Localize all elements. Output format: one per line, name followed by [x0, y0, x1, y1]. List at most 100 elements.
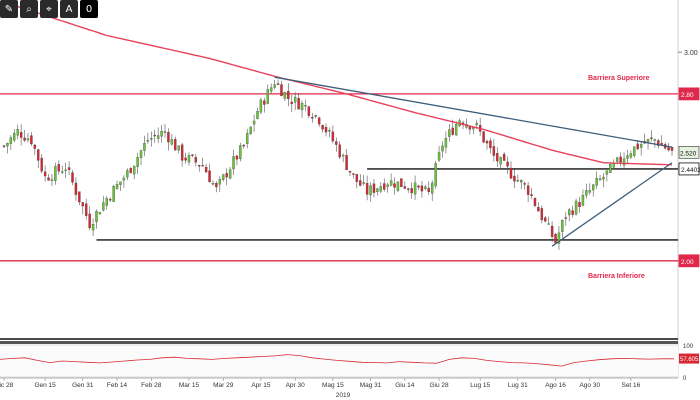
candle-down [492, 146, 496, 156]
x-tick-label: Apr 15 [251, 382, 271, 389]
candle-down [335, 141, 338, 145]
candle-up [547, 223, 550, 225]
candle-down [544, 217, 547, 222]
level-tag-box [678, 87, 700, 101]
candle-down [489, 140, 492, 149]
candle-down [506, 161, 509, 167]
candle-up [639, 144, 643, 148]
candle-up [115, 183, 119, 189]
candle-up [293, 96, 297, 103]
candle-up [328, 130, 331, 132]
candle-up [98, 212, 102, 215]
rsi-panel [0, 345, 678, 377]
x-tick-label: Set 16 [621, 382, 640, 389]
candle-up [653, 139, 657, 141]
candle-down [153, 134, 156, 137]
candle-down [40, 157, 43, 172]
candle-up [605, 170, 609, 175]
x-tick-label: Mag 15 [322, 382, 344, 389]
candle-down [578, 202, 581, 208]
zoom-icon[interactable]: ⌕ [20, 0, 38, 18]
rsi-value-tag [679, 353, 699, 364]
candle-down [530, 194, 533, 197]
candle-down [225, 173, 228, 178]
rsi-tick-label: 100 [683, 344, 694, 350]
candle-up [146, 140, 150, 142]
upper-barrier-label: Barriera Superiore [588, 75, 650, 82]
candle-up [187, 154, 191, 163]
candle-up [615, 157, 619, 162]
candle-up [163, 131, 167, 133]
candle-up [626, 155, 629, 159]
candle-up [434, 163, 437, 187]
candle-down [108, 199, 112, 201]
candle-down [184, 157, 187, 161]
rsi-value-label: 57.605 [680, 357, 699, 363]
candle-down [365, 183, 369, 195]
candle-down [201, 165, 204, 167]
candle-up [588, 190, 591, 193]
candle-up [609, 164, 612, 173]
candle-up [568, 209, 571, 216]
candle-up [156, 135, 160, 139]
candle-down [355, 174, 359, 182]
candle-down [348, 170, 352, 173]
candle-down [523, 183, 526, 185]
candle-up [143, 143, 146, 151]
candle-up [441, 145, 444, 152]
candle-up [602, 176, 605, 180]
candle-down [311, 117, 314, 119]
candle-up [612, 163, 615, 168]
x-tick-label: Lug 15 [470, 382, 490, 389]
candle-down [345, 155, 348, 170]
candle-up [9, 137, 13, 144]
x-tick-label: Feb 28 [141, 382, 162, 389]
candle-up [448, 129, 451, 137]
candle-down [215, 183, 218, 188]
candle-down [485, 140, 489, 144]
candle-up [122, 177, 126, 181]
rsi-tick-label: 0 [683, 376, 687, 382]
candle-up [269, 87, 273, 92]
candle-down [321, 125, 324, 130]
candle-up [249, 126, 252, 134]
candle-down [372, 183, 376, 193]
candle-up [622, 158, 626, 166]
candle-down [2, 145, 6, 147]
candle-down [280, 84, 283, 97]
candle-down [417, 185, 420, 188]
candle-up [557, 232, 561, 244]
candle-up [454, 124, 458, 136]
candle-down [297, 98, 300, 110]
last-price-tag [678, 146, 700, 159]
candle-down [359, 180, 362, 186]
candle-down [290, 101, 293, 105]
candle-down [287, 91, 290, 100]
text-icon[interactable]: A [60, 0, 78, 18]
candle-up [595, 178, 598, 186]
candle-up [26, 138, 30, 141]
candle-up [132, 165, 136, 175]
x-tick-label: Mag 31 [360, 382, 382, 389]
measure-icon[interactable]: ⌖ [40, 0, 58, 18]
candle-down [23, 137, 26, 141]
candle-down [74, 182, 78, 195]
candle-up [379, 186, 383, 192]
candle-down [198, 165, 201, 167]
candle-up [61, 171, 64, 173]
candle-up [126, 170, 129, 178]
candle-up [259, 99, 263, 113]
pencil-icon[interactable]: ✎ [0, 0, 18, 18]
candle-down [88, 213, 91, 229]
candle-down [403, 186, 407, 189]
y-tick-label: 3.00 [684, 50, 698, 57]
candle-up [170, 139, 174, 145]
candle-down [410, 188, 413, 194]
candle-down [657, 140, 660, 146]
last-price-label: 2.520 [680, 150, 697, 157]
candle-down [352, 173, 355, 175]
candle-up [444, 138, 448, 148]
level-tag-label: 2.80 [681, 92, 694, 99]
candle-down [513, 175, 516, 182]
